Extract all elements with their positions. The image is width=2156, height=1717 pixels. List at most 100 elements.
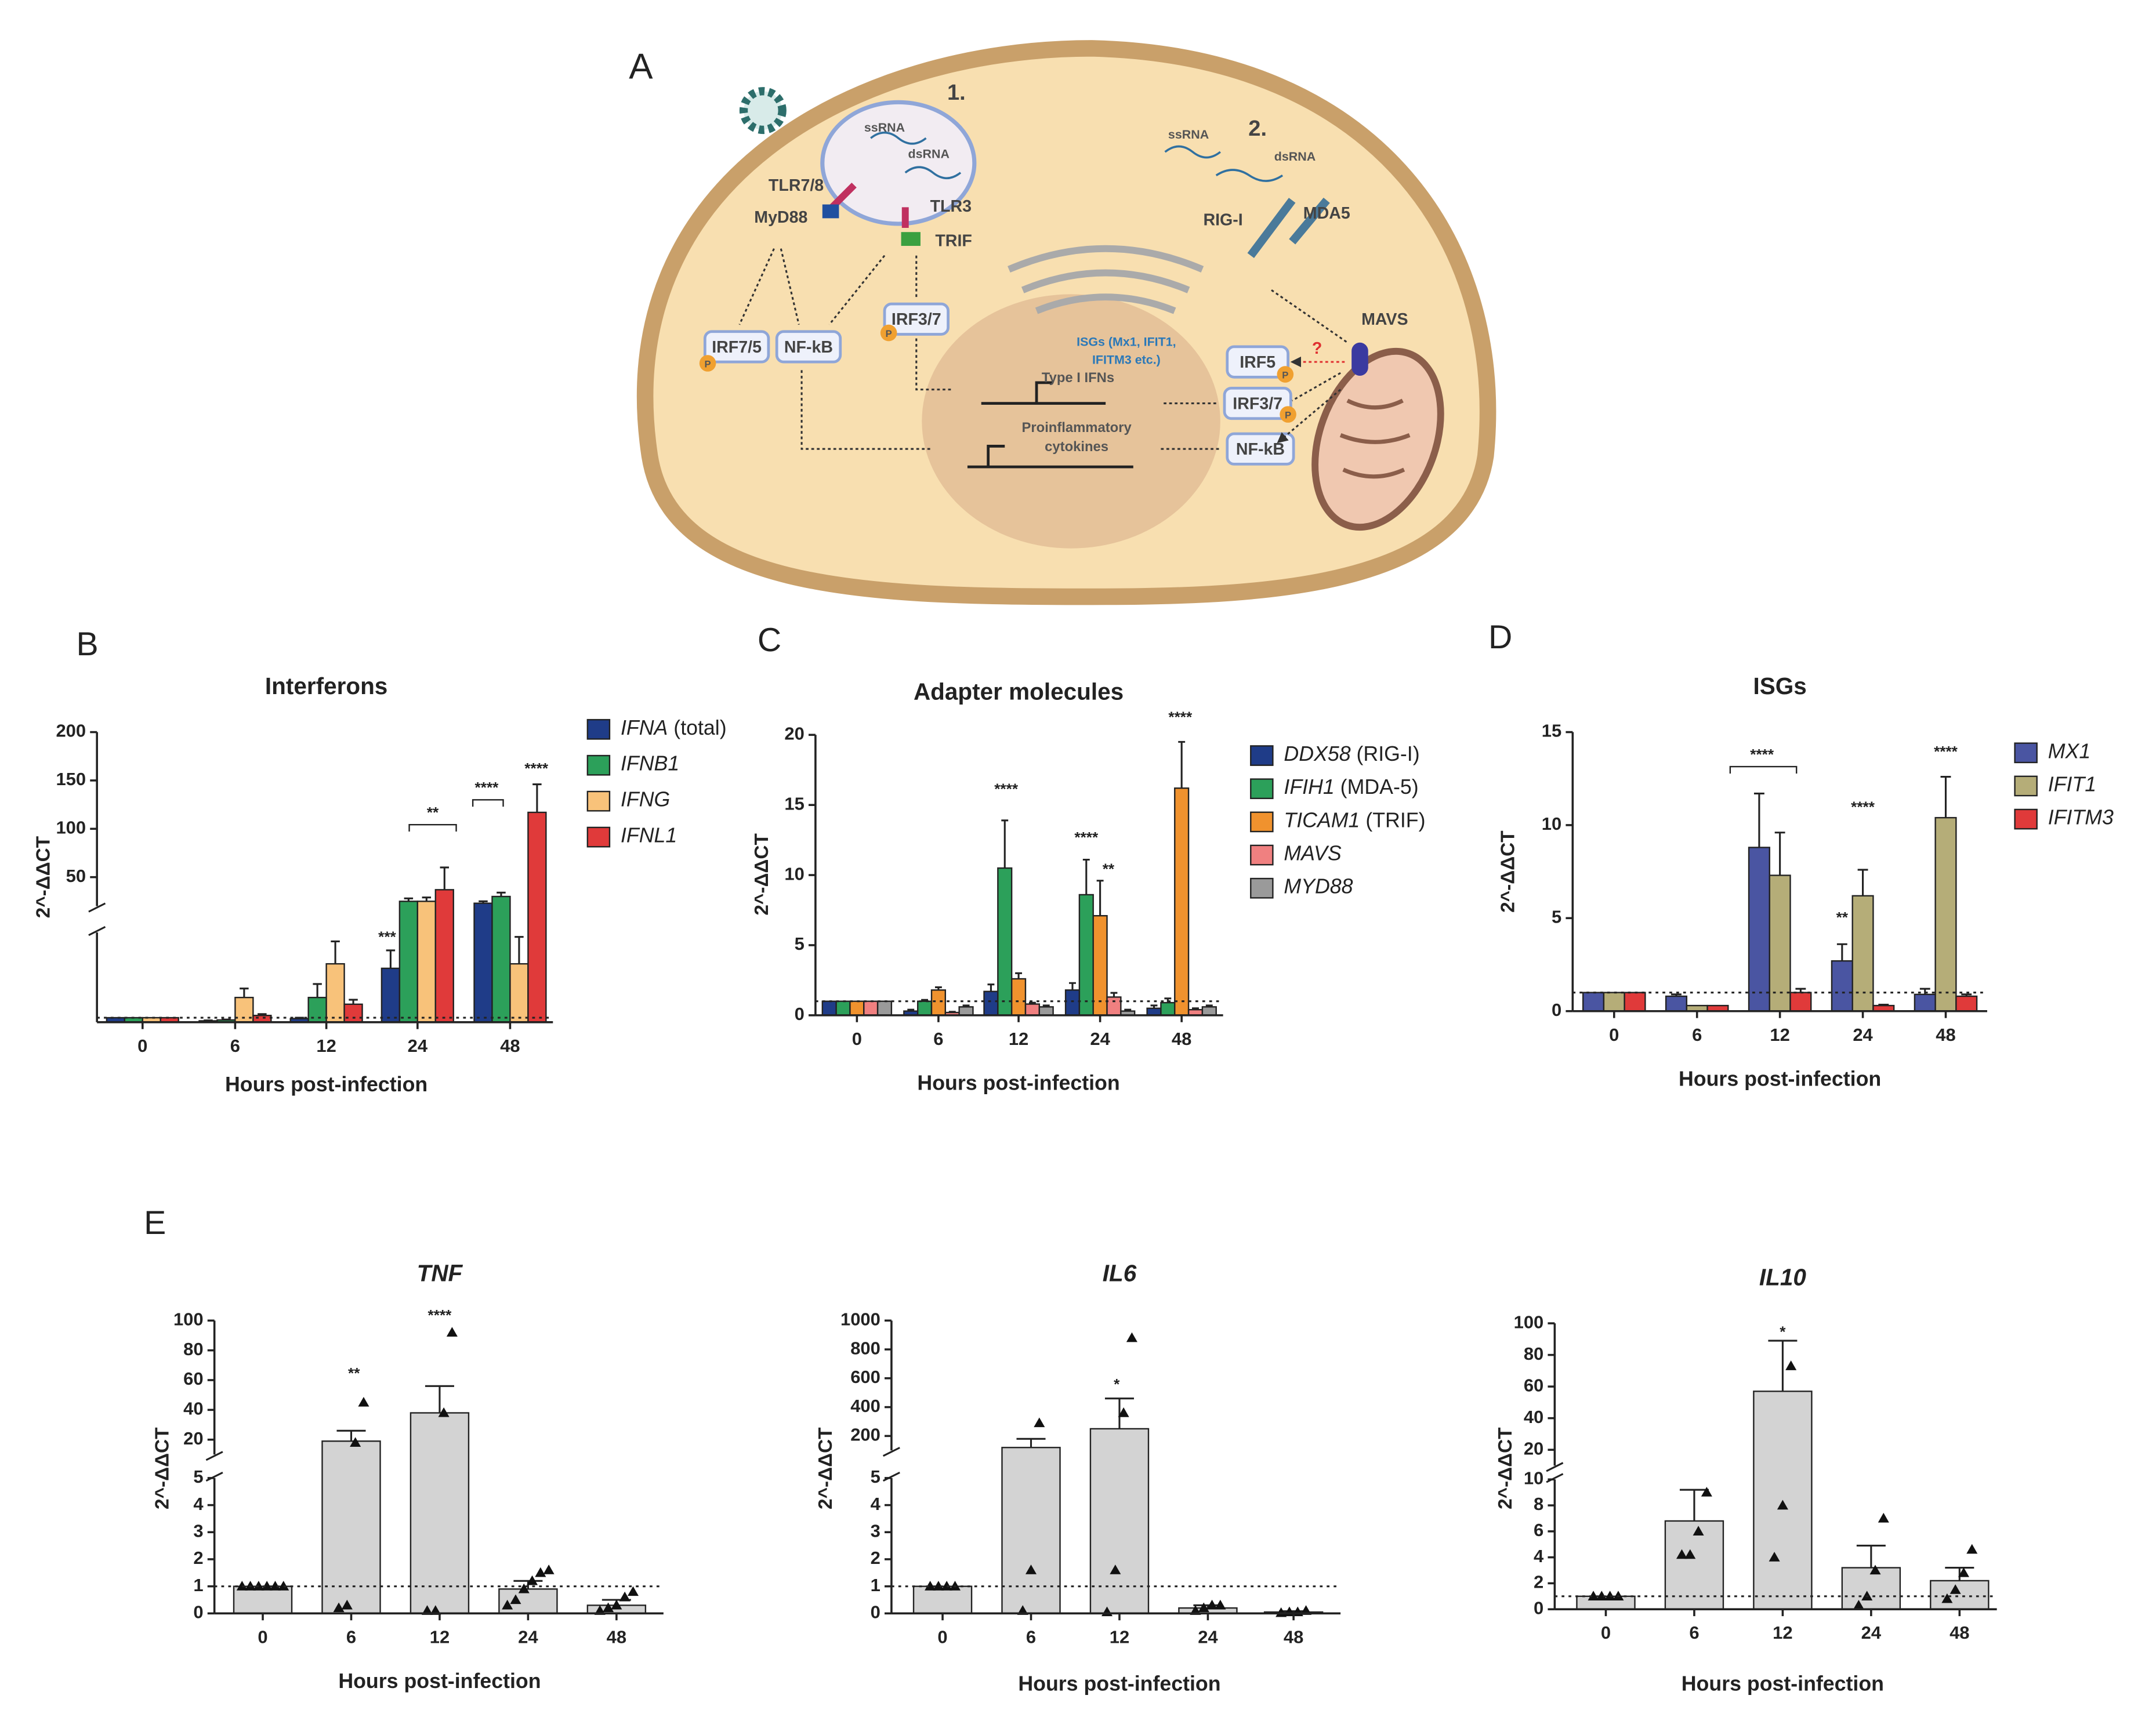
bar [916, 1000, 933, 1017]
y-tick-label: 4 [871, 1494, 881, 1514]
significance: ** [1103, 861, 1115, 878]
data-point [543, 1564, 555, 1574]
bar [1934, 816, 1957, 1012]
y-tick-label: 60 [183, 1368, 203, 1389]
bar [1064, 989, 1081, 1017]
data-point [1701, 1487, 1712, 1497]
legend-swatch [586, 826, 611, 848]
bar [1106, 996, 1122, 1017]
y-tick-label: 20 [183, 1428, 203, 1449]
legend-label: IFNL1 [621, 824, 677, 847]
data-point [1034, 1417, 1045, 1428]
label: Type I IFNs [1042, 370, 1114, 386]
sensors [1247, 197, 1330, 258]
x-tick-label: 0 [137, 1036, 147, 1056]
x-tick-label: 0 [937, 1627, 947, 1647]
error-bar [440, 866, 450, 890]
x-axis-label: Hours post-infection [917, 1071, 1119, 1094]
x-tick-label: 48 [1950, 1622, 1969, 1643]
bar [1841, 1567, 1901, 1610]
trif-protein [901, 232, 921, 246]
data-point [535, 1567, 546, 1577]
gene [967, 381, 1133, 469]
error-bar [1082, 858, 1090, 895]
bar [434, 889, 454, 1023]
bar [527, 811, 547, 1023]
bar [849, 1000, 865, 1017]
golgi [1008, 245, 1204, 314]
x-axis-label: Hours post-infection [1682, 1672, 1884, 1696]
legend-swatch [1250, 844, 1274, 866]
legend-label: DDX58 (RIG-I) [1284, 742, 1419, 765]
data-point [1958, 1567, 1969, 1577]
x-tick-label: 6 [1026, 1627, 1036, 1647]
error-bar [1753, 792, 1764, 848]
legend-swatch [1250, 811, 1274, 833]
error-bar [497, 891, 506, 897]
significance: **** [1168, 709, 1193, 726]
bar [1930, 1580, 1990, 1610]
data-point [1684, 1549, 1696, 1559]
legend-label: IFIT1 [2048, 773, 2096, 796]
y-tick-label: 100 [1514, 1312, 1544, 1332]
nucleus [922, 294, 1220, 549]
data-point [1198, 1602, 1209, 1613]
error-bar [1919, 988, 1930, 994]
legend-swatch [1250, 745, 1274, 766]
label: P [886, 328, 892, 339]
bar [1664, 1520, 1724, 1610]
x-tick-label: 48 [1936, 1025, 1955, 1045]
label: IRF7/5 [712, 338, 762, 357]
x-tick-label: 6 [346, 1627, 356, 1647]
error-bar [1124, 1008, 1132, 1011]
data-point [527, 1575, 538, 1585]
data-point [611, 1599, 622, 1610]
data-point [1869, 1564, 1881, 1575]
label: ? [1312, 339, 1322, 358]
bar [1201, 1006, 1217, 1017]
y-tick-label: 60 [1524, 1375, 1543, 1395]
legend-swatch [1250, 778, 1274, 800]
error-bar [404, 897, 414, 902]
bar [1010, 978, 1027, 1017]
error-bar [1768, 1340, 1798, 1392]
label: ISGs (Mx1, IFIT1, [1077, 335, 1176, 349]
bar [1851, 895, 1874, 1012]
error-bar [1028, 1001, 1036, 1004]
bar [398, 901, 419, 1023]
data-point [502, 1599, 513, 1610]
virus [739, 87, 787, 135]
significance: ** [348, 1364, 360, 1382]
error-bar [1016, 1438, 1046, 1448]
legend-swatch [586, 790, 611, 812]
chart-title: Interferons [265, 673, 387, 699]
y-tick-label: 5 [193, 1466, 203, 1487]
break-mark [1546, 1462, 1564, 1483]
y-tick-label: 50 [66, 866, 86, 886]
error-bar [962, 1004, 970, 1007]
legend-label: MAVS [1284, 842, 1341, 865]
data-point [1206, 1599, 1218, 1610]
box [1223, 386, 1292, 420]
bar [381, 967, 401, 1023]
chart-title: ISGs [1753, 673, 1806, 699]
legend-swatch [2014, 808, 2038, 830]
y-axis-label: 2^-ΔΔCT [151, 1427, 173, 1509]
x-tick-label: 48 [1284, 1627, 1303, 1647]
label: IRF3/7 [892, 310, 941, 329]
legend-swatch [586, 718, 611, 740]
data-point [1118, 1407, 1129, 1417]
bar [1024, 1003, 1040, 1017]
diagram: A 1. 2. ssRNA dsRNA TLR7/8 TLR3 MyD88 TR… [629, 40, 1496, 605]
y-tick-label: 5 [871, 1466, 880, 1487]
y-axis-label: 2^-ΔΔCT [751, 833, 773, 915]
label: dsRNA [908, 147, 950, 161]
chart-title: IL10 [1759, 1264, 1806, 1291]
legend-label: IFNB1 [621, 752, 679, 775]
data-point [1110, 1564, 1121, 1574]
bar [876, 1000, 893, 1017]
y-tick-label: 0 [1552, 1000, 1561, 1020]
bar [509, 963, 529, 1023]
box [1226, 345, 1289, 379]
significance: **** [1851, 798, 1875, 815]
